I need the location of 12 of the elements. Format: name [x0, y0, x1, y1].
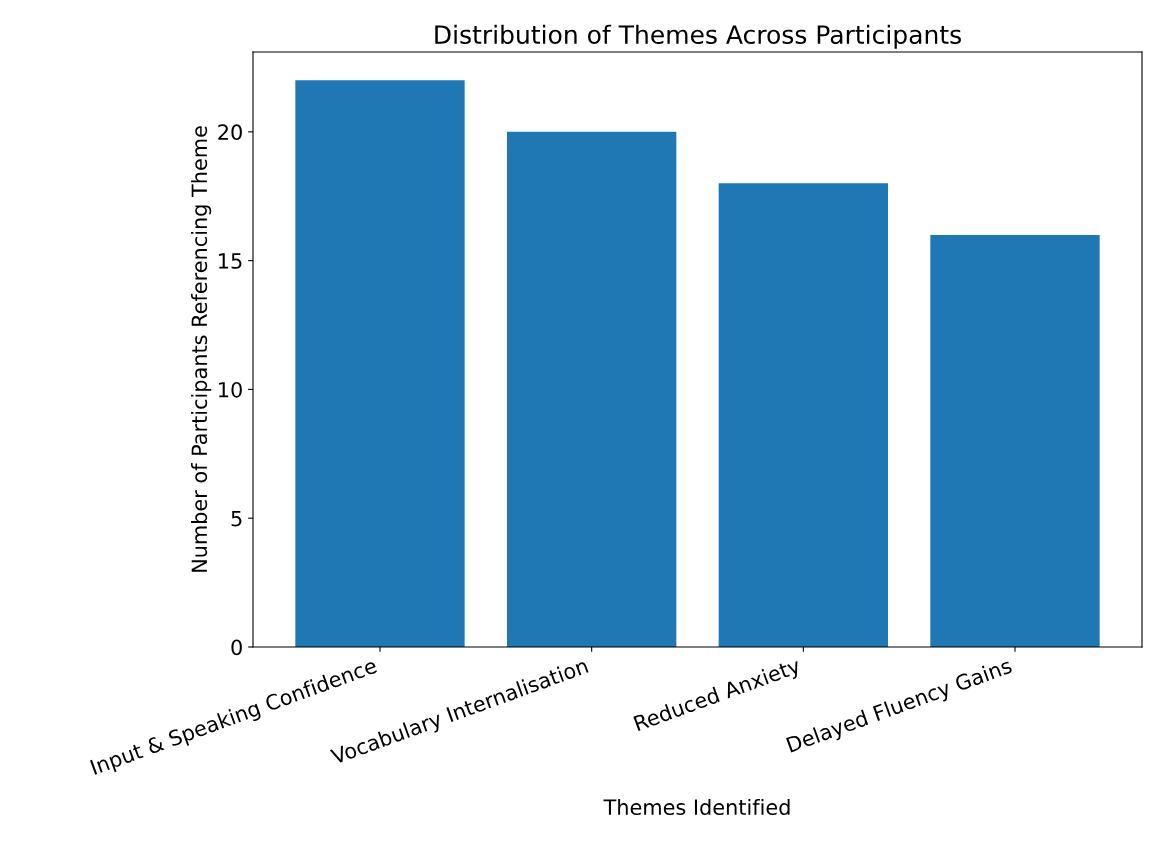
y-tick-label: 10: [219, 381, 242, 398]
x-axis-title: Themes Identified: [603, 798, 790, 816]
bar: [295, 80, 465, 647]
y-tick-label: 20: [218, 124, 242, 141]
y-tick-label: 15: [219, 253, 242, 269]
bar: [930, 234, 1100, 647]
y-tick-label: 0: [231, 639, 242, 656]
bar: [507, 131, 677, 647]
chart-title: Distribution of Themes Across Participants: [435, 24, 961, 49]
bar: [718, 183, 888, 647]
y-tick-label: 5: [231, 510, 242, 527]
y-axis-title: Number of Participants Referencing Theme: [191, 126, 212, 572]
